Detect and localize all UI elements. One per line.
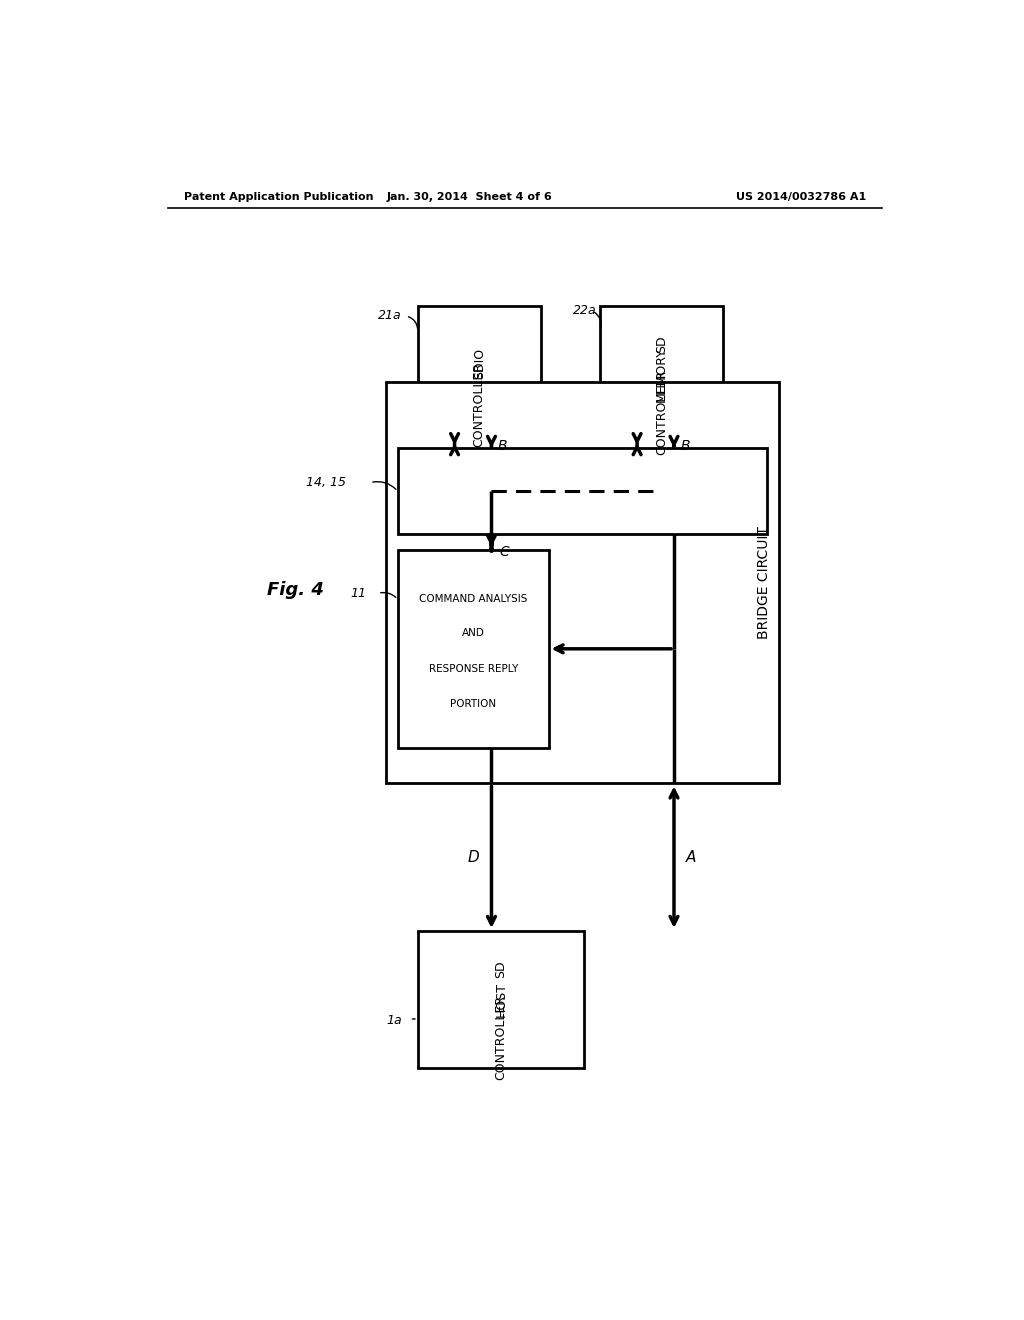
Bar <box>418 306 541 444</box>
Bar <box>397 447 767 535</box>
Text: US 2014/0032786 A1: US 2014/0032786 A1 <box>736 191 866 202</box>
Text: CONTROLLER: CONTROLLER <box>655 371 669 455</box>
Text: RESPONSE REPLY: RESPONSE REPLY <box>428 664 518 673</box>
Bar <box>397 549 549 748</box>
Text: AND: AND <box>462 628 484 638</box>
Text: Patent Application Publication: Patent Application Publication <box>183 191 373 202</box>
Text: BRIDGE CIRCUIT: BRIDGE CIRCUIT <box>758 527 771 639</box>
Text: B: B <box>498 438 507 453</box>
Text: 11: 11 <box>350 587 367 599</box>
Text: MEMORY: MEMORY <box>655 347 669 401</box>
Bar <box>600 306 723 444</box>
Text: 1a: 1a <box>386 1014 401 1027</box>
Text: A: A <box>686 850 696 865</box>
Text: CONTROLLER: CONTROLLER <box>495 995 508 1080</box>
Text: C: C <box>500 545 509 558</box>
Text: COMMAND ANALYSIS: COMMAND ANALYSIS <box>419 594 527 605</box>
Text: 14, 15: 14, 15 <box>306 477 346 490</box>
Text: SD: SD <box>495 961 508 978</box>
Text: B: B <box>680 438 690 453</box>
Text: SD: SD <box>655 335 669 352</box>
Text: Jan. 30, 2014  Sheet 4 of 6: Jan. 30, 2014 Sheet 4 of 6 <box>386 191 552 202</box>
Text: SDIO: SDIO <box>473 348 485 379</box>
Text: D: D <box>468 850 479 865</box>
Text: 21a: 21a <box>378 309 401 322</box>
Text: HOST: HOST <box>495 982 508 1016</box>
Bar <box>418 931 585 1068</box>
Text: Fig. 4: Fig. 4 <box>267 581 324 599</box>
Bar <box>386 381 779 784</box>
Text: PORTION: PORTION <box>451 700 497 709</box>
Text: 22a: 22a <box>572 305 596 317</box>
Text: CONTROLLER: CONTROLLER <box>473 362 485 447</box>
